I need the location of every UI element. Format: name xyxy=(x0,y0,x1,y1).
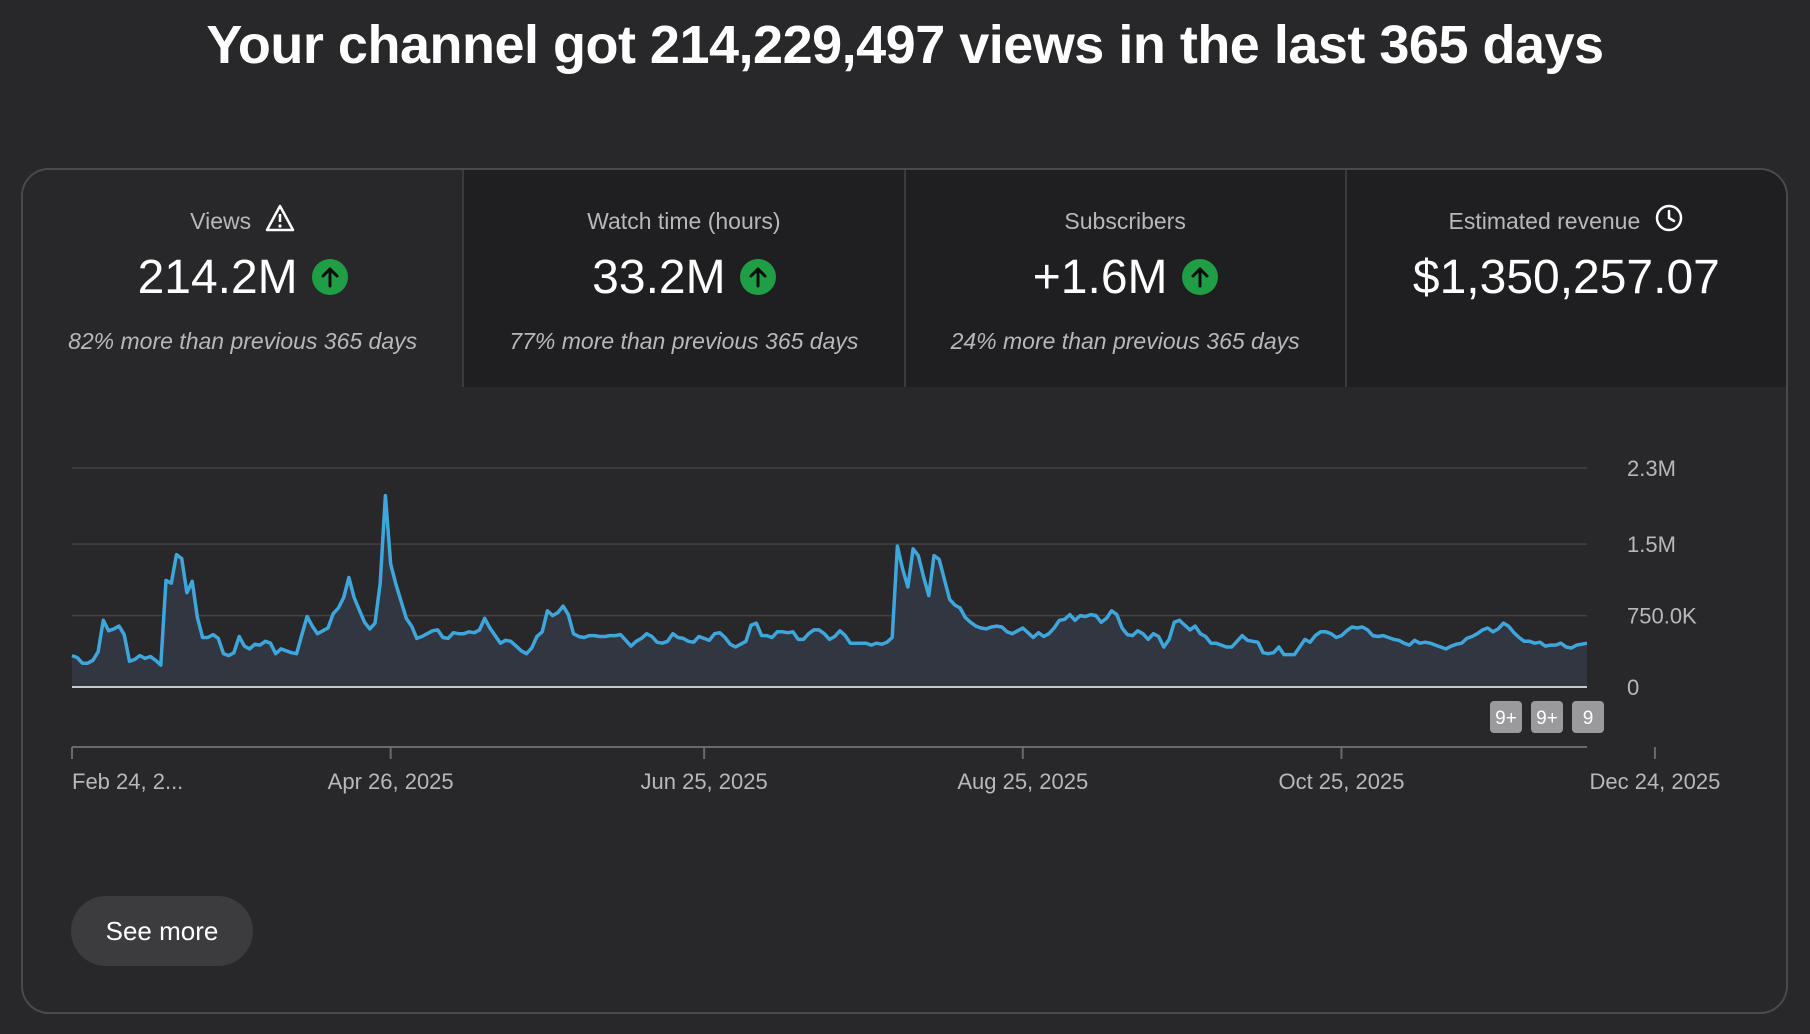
tab-views[interactable]: Views 214.2M 82% more than previous 365 … xyxy=(23,170,463,387)
views-area xyxy=(72,495,1587,687)
arrow-up-icon xyxy=(311,259,348,295)
y-tick-label: 1.5M xyxy=(1627,532,1676,557)
annotation-marker[interactable]: 9+ xyxy=(1490,701,1522,733)
tab-title: Watch time (hours) xyxy=(587,207,781,234)
svg-text:9+: 9+ xyxy=(1536,708,1558,729)
metric-value: 214.2M xyxy=(137,250,298,304)
svg-text:9: 9 xyxy=(1583,708,1594,729)
views-line-chart[interactable]: 2.3M 1.5M 750.0K 0 9+ 9+ 9 Feb 24, 2... Apr 26, … xyxy=(23,387,1788,867)
y-tick-label: 0 xyxy=(1627,675,1639,700)
x-tick-label: Apr 26, 2025 xyxy=(328,769,454,794)
metric-value: $1,350,257.07 xyxy=(1412,250,1720,304)
metric-value: 33.2M xyxy=(592,250,726,304)
tab-subscribers[interactable]: Subscribers +1.6M 24% more than previous… xyxy=(903,170,1345,387)
page-headline: Your channel got 214,229,497 views in th… xyxy=(206,15,1604,75)
y-tick-label: 750.0K xyxy=(1627,604,1697,629)
annotation-marker[interactable]: 9+ xyxy=(1531,701,1563,733)
x-tick-label: Jun 25, 2025 xyxy=(641,769,768,794)
metric-comparison: 82% more than previous 365 days xyxy=(68,328,418,354)
views-chart-area: 2.3M 1.5M 750.0K 0 9+ 9+ 9 Feb 24, 2... Apr 26, … xyxy=(23,387,1786,867)
x-tick-label: Dec 24, 2025 xyxy=(1589,769,1720,794)
tab-estimated-revenue[interactable]: Estimated revenue $1,350,257.07 xyxy=(1344,170,1786,387)
svg-text:9+: 9+ xyxy=(1495,708,1517,729)
tab-title: Views xyxy=(190,207,252,234)
x-tick-label: Aug 25, 2025 xyxy=(957,769,1088,794)
x-tick-label: Oct 25, 2025 xyxy=(1278,769,1404,794)
warning-icon[interactable] xyxy=(265,204,295,238)
clock-icon[interactable] xyxy=(1654,203,1684,239)
tab-title: Subscribers xyxy=(1064,207,1186,234)
arrow-up-icon xyxy=(1181,259,1218,295)
metric-tabs: Views 214.2M 82% more than previous 365 … xyxy=(23,170,1786,387)
tab-watch-time[interactable]: Watch time (hours) 33.2M 77% more than p… xyxy=(462,170,904,387)
tab-title: Estimated revenue xyxy=(1448,207,1641,234)
y-tick-label: 2.3M xyxy=(1627,456,1676,481)
see-more-button[interactable]: See more xyxy=(71,896,253,966)
views-series-line xyxy=(71,493,1588,667)
metric-comparison: 24% more than previous 365 days xyxy=(950,328,1300,354)
metric-value: +1.6M xyxy=(1032,250,1168,304)
analytics-card: Views 214.2M 82% more than previous 365 … xyxy=(21,168,1788,1014)
annotation-marker[interactable]: 9 xyxy=(1572,701,1604,733)
x-tick-label: Feb 24, 2... xyxy=(72,769,183,794)
arrow-up-icon xyxy=(739,259,776,295)
metric-comparison: 77% more than previous 365 days xyxy=(509,328,859,354)
